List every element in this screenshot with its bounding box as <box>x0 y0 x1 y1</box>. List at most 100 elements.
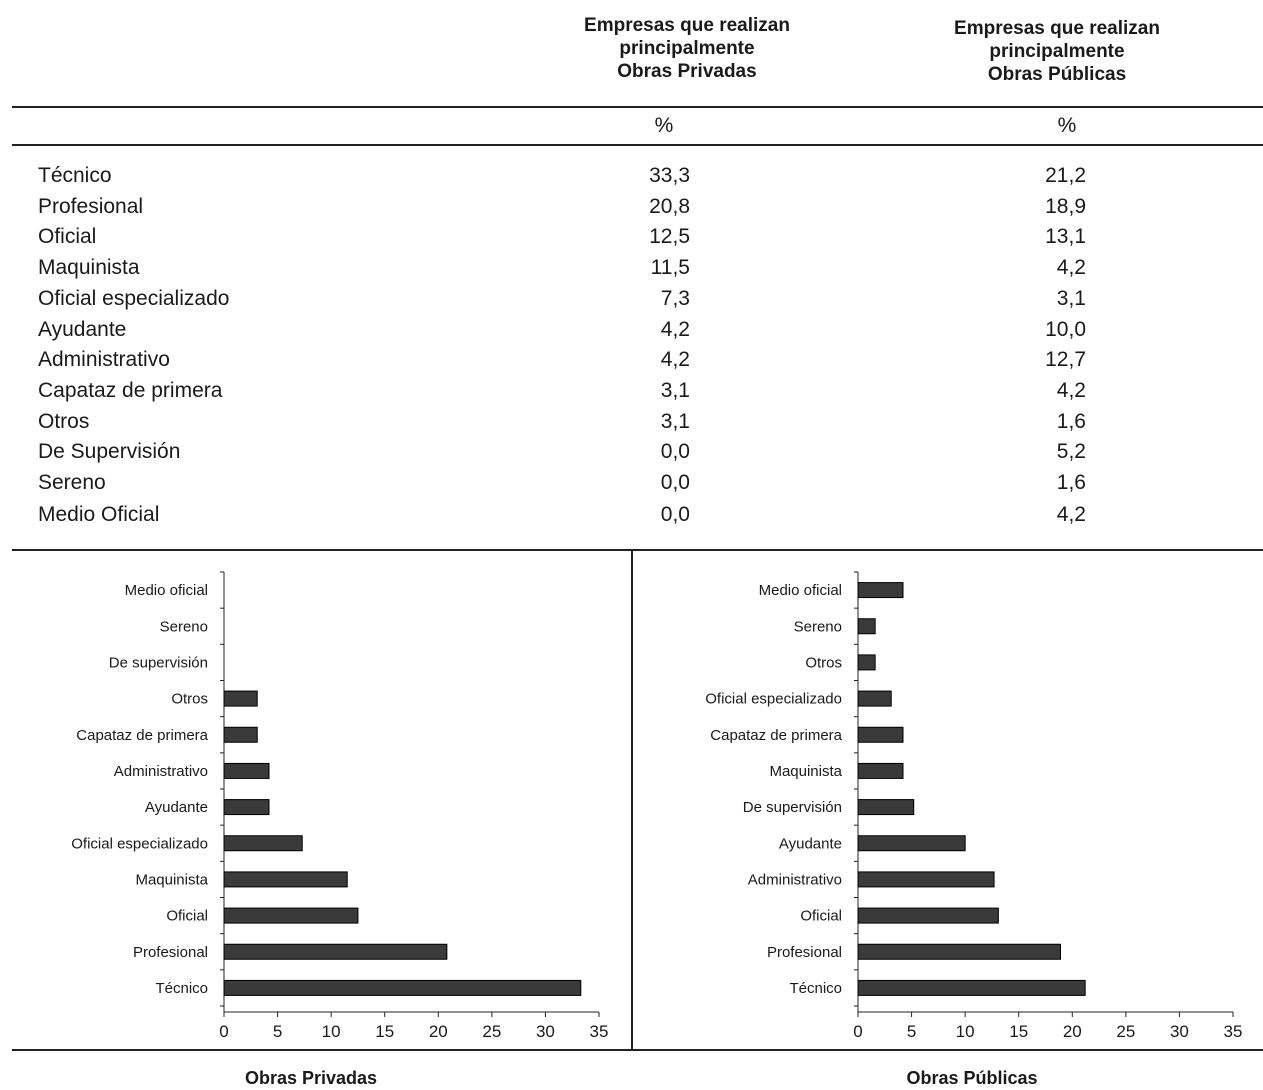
chart-top-rule <box>12 549 1263 551</box>
unit-publicas: % <box>1057 114 1077 137</box>
table-row: Medio Oficial 0,0 4,2 <box>0 503 1263 533</box>
header-bottom-rule <box>12 144 1263 146</box>
bar-publicas <box>857 762 904 779</box>
row-value-privadas: 3,1 <box>660 410 690 433</box>
category-label-privadas: Administrativo <box>114 763 208 780</box>
category-label-privadas: Profesional <box>133 944 208 961</box>
table-row: Ayudante 4,2 10,0 <box>0 318 1263 348</box>
category-label-privadas: Oficial especializado <box>71 835 208 852</box>
row-value-privadas: 7,3 <box>660 287 690 310</box>
category-label-publicas: Administrativo <box>748 871 842 888</box>
row-value-privadas: 0,0 <box>660 471 690 494</box>
table-row: Administrativo 4,2 12,7 <box>0 348 1263 378</box>
category-label-privadas: Otros <box>171 691 208 708</box>
category-label-privadas: Oficial <box>166 908 208 925</box>
category-label-privadas: De supervisión <box>109 654 208 671</box>
table-row: Sereno 0,0 1,6 <box>0 471 1263 501</box>
category-label-publicas: Maquinista <box>769 763 842 780</box>
row-label: Sereno <box>38 471 106 494</box>
row-value-publicas: 4,2 <box>1056 503 1086 526</box>
bar-publicas <box>857 726 904 743</box>
row-value-publicas: 1,6 <box>1056 410 1086 433</box>
row-value-privadas: 4,2 <box>660 318 690 341</box>
category-label-privadas: Ayudante <box>145 799 208 816</box>
chart-title-publicas: Obras Públicas <box>906 1068 1038 1088</box>
row-label: De Supervisión <box>38 440 181 463</box>
x-tick-label-publicas: 30 <box>1170 1022 1189 1041</box>
row-value-publicas: 13,1 <box>1045 225 1086 248</box>
row-label: Capataz de primera <box>38 379 223 402</box>
row-value-privadas: 11,5 <box>650 256 690 279</box>
bar-publicas <box>857 907 999 924</box>
row-label: Oficial <box>38 225 97 248</box>
x-tick-label-publicas: 10 <box>956 1022 975 1041</box>
category-label-publicas: Oficial especializado <box>705 691 842 708</box>
row-value-publicas: 18,9 <box>1045 195 1086 218</box>
row-label: Técnico <box>38 164 112 187</box>
category-label-publicas: Medio oficial <box>759 582 842 599</box>
col-header-privadas-line2: principalmente <box>619 38 755 59</box>
unit-privadas: % <box>654 114 674 137</box>
row-value-publicas: 1,6 <box>1056 471 1086 494</box>
row-value-publicas: 3,1 <box>1056 287 1086 310</box>
row-label: Administrativo <box>38 348 170 371</box>
x-tick-label-publicas: 15 <box>1009 1022 1028 1041</box>
x-tick-label-privadas: 5 <box>273 1022 282 1041</box>
row-value-publicas: 10,0 <box>1045 318 1086 341</box>
row-value-privadas: 20,8 <box>649 195 690 218</box>
category-label-publicas: Otros <box>805 654 842 671</box>
category-label-privadas: Medio oficial <box>125 582 208 599</box>
table-row: Otros 3,1 1,6 <box>0 410 1263 440</box>
row-label: Ayudante <box>38 318 127 341</box>
x-tick-label-privadas: 30 <box>536 1022 555 1041</box>
col-header-publicas-line3: Obras Públicas <box>987 64 1127 85</box>
row-label: Medio Oficial <box>38 503 160 526</box>
category-label-publicas: De supervisión <box>743 799 842 816</box>
category-label-privadas: Capataz de primera <box>76 727 208 744</box>
row-value-publicas: 5,2 <box>1056 440 1086 463</box>
bar-privadas <box>223 907 359 924</box>
row-value-publicas: 4,2 <box>1056 379 1086 402</box>
bar-privadas <box>223 979 582 996</box>
x-tick-label-privadas: 10 <box>322 1022 341 1041</box>
x-tick-label-publicas: 0 <box>853 1022 862 1041</box>
bar-publicas <box>857 835 966 852</box>
bar-privadas <box>223 690 258 707</box>
table-row: Profesional 20,8 18,9 <box>0 195 1263 225</box>
table-row: Oficial especializado 7,3 3,1 <box>0 287 1263 317</box>
row-value-privadas: 0,0 <box>660 440 690 463</box>
row-label: Maquinista <box>38 256 140 279</box>
x-tick-label-privadas: 15 <box>375 1022 394 1041</box>
table-row: Maquinista 11,5 4,2 <box>0 256 1263 286</box>
table-row: Técnico 33,3 21,2 <box>0 164 1263 194</box>
row-value-privadas: 0,0 <box>660 503 690 526</box>
category-label-publicas: Técnico <box>789 980 842 997</box>
x-tick-label-privadas: 25 <box>482 1022 501 1041</box>
bar-publicas <box>857 618 876 635</box>
category-label-publicas: Profesional <box>767 944 842 961</box>
chart-divider <box>631 551 633 1049</box>
bar-privadas <box>223 835 303 852</box>
bar-publicas <box>857 799 915 816</box>
chart-title-privadas: Obras Privadas <box>244 1068 378 1088</box>
category-label-privadas: Maquinista <box>135 871 208 888</box>
bar-publicas <box>857 582 904 599</box>
col-header-publicas-line2: principalmente <box>989 41 1125 62</box>
bar-publicas <box>857 979 1086 996</box>
bar-publicas <box>857 654 876 671</box>
table-row: De Supervisión 0,0 5,2 <box>0 440 1263 470</box>
row-value-publicas: 12,7 <box>1045 348 1086 371</box>
header-top-rule <box>12 106 1263 108</box>
bar-privadas <box>223 726 258 743</box>
x-tick-label-publicas: 5 <box>907 1022 916 1041</box>
table-row: Oficial 12,5 13,1 <box>0 225 1263 255</box>
category-label-publicas: Sereno <box>794 618 842 635</box>
row-value-privadas: 3,1 <box>660 379 690 402</box>
x-tick-label-privadas: 0 <box>219 1022 228 1041</box>
x-tick-label-publicas: 25 <box>1116 1022 1135 1041</box>
bar-privadas <box>223 871 348 888</box>
category-label-publicas: Ayudante <box>779 835 842 852</box>
row-value-privadas: 4,2 <box>660 348 690 371</box>
category-label-publicas: Capataz de primera <box>710 727 842 744</box>
